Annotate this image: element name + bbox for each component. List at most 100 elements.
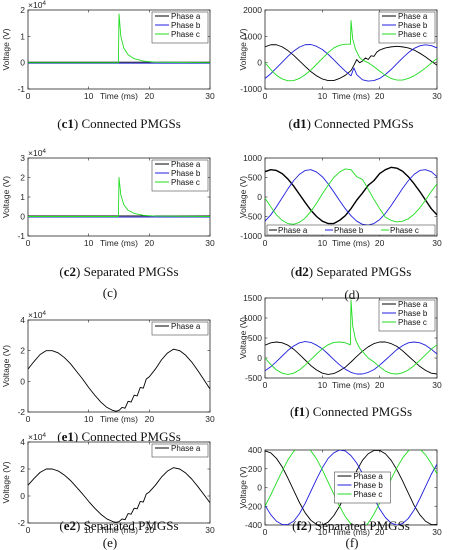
legend-entry: Phase a bbox=[171, 12, 201, 21]
y-tick-label: 500 bbox=[248, 333, 262, 343]
x-tick-label: 30 bbox=[205, 91, 215, 101]
y-tick-label: 0 bbox=[257, 483, 262, 493]
group-label: (c) bbox=[103, 285, 117, 300]
x-tick-label: 0 bbox=[263, 527, 268, 537]
x-tick-label: 0 bbox=[263, 380, 268, 390]
plot-area bbox=[27, 319, 211, 413]
panel-caption: (c1) Connected PMGSs bbox=[57, 116, 181, 131]
legend-entry: Phase a bbox=[278, 226, 308, 235]
legend-entry: Phase b bbox=[353, 481, 383, 490]
y-tick-label: 1000 bbox=[243, 153, 262, 163]
y-axis-label: Voltage (V) bbox=[238, 176, 248, 218]
y-tick-label: 4 bbox=[20, 437, 25, 447]
series-line-phase-b bbox=[265, 341, 437, 375]
legend-entry: Phase b bbox=[171, 169, 201, 178]
y-tick-label: 1 bbox=[20, 31, 25, 41]
x-tick-label: 10 bbox=[84, 525, 94, 535]
x-tick-label: 10 bbox=[318, 238, 328, 248]
y-axis-label: Voltage (V) bbox=[238, 28, 248, 70]
y-multiplier: ×104 bbox=[28, 148, 46, 158]
legend-entry: Phase a bbox=[398, 300, 428, 309]
series-line-phase-b bbox=[265, 44, 437, 82]
y-tick-label: -500 bbox=[245, 373, 262, 383]
x-tick-label: 30 bbox=[432, 380, 442, 390]
x-tick-label: 30 bbox=[205, 414, 215, 424]
y-tick-label: 1000 bbox=[243, 31, 262, 41]
y-multiplier: ×104 bbox=[28, 432, 46, 442]
y-tick-label: 2 bbox=[20, 173, 25, 183]
legend-entry: Phase b bbox=[398, 21, 428, 30]
x-axis-label: Time (ms) bbox=[332, 238, 370, 248]
y-tick-label: 0 bbox=[257, 58, 262, 68]
y-axis-label: Voltage (V) bbox=[1, 28, 11, 70]
y-tick-label: 1 bbox=[20, 192, 25, 202]
y-tick-label: 2 bbox=[20, 5, 25, 15]
legend-entry: Phase c bbox=[171, 30, 200, 39]
y-tick-label: -2 bbox=[17, 407, 25, 417]
series-line-phase-c bbox=[265, 20, 437, 82]
series-line-phase-a bbox=[265, 166, 437, 225]
x-axis-label: Time (ms) bbox=[100, 525, 138, 535]
y-tick-label: 4 bbox=[20, 315, 25, 325]
series-line-phase-a bbox=[28, 348, 210, 412]
y-tick-label: 0 bbox=[257, 192, 262, 202]
legend-entry: Phase a bbox=[171, 444, 201, 453]
x-axis-label: Time (ms) bbox=[332, 380, 370, 390]
panel-caption: (e2) Separated PMGSs bbox=[59, 518, 178, 533]
series-line-phase-a bbox=[265, 44, 437, 82]
y-tick-label: 500 bbox=[248, 173, 262, 183]
panel-caption: (d2) Separated PMGSs bbox=[291, 264, 412, 279]
x-tick-label: 20 bbox=[145, 91, 155, 101]
y-multiplier: ×104 bbox=[28, 310, 46, 320]
y-tick-label: 0 bbox=[20, 491, 25, 501]
y-axis-label: Voltage (V) bbox=[238, 466, 248, 508]
x-axis-label: Time (ms) bbox=[100, 91, 138, 101]
x-tick-label: 0 bbox=[26, 91, 31, 101]
legend-entry: Phase c bbox=[353, 490, 382, 499]
x-tick-label: 0 bbox=[263, 238, 268, 248]
x-tick-label: 30 bbox=[432, 238, 442, 248]
legend bbox=[266, 224, 436, 236]
legend bbox=[334, 471, 391, 504]
y-tick-label: 0 bbox=[257, 353, 262, 363]
y-tick-label: 2 bbox=[20, 346, 25, 356]
y-tick-label: 2 bbox=[20, 464, 25, 474]
group-label: (e) bbox=[103, 535, 117, 550]
group-label: (d) bbox=[344, 287, 359, 302]
x-tick-label: 20 bbox=[145, 238, 155, 248]
x-tick-label: 20 bbox=[375, 527, 385, 537]
y-tick-label: -2 bbox=[17, 518, 25, 528]
series-line-phase-c bbox=[265, 450, 437, 525]
y-tick-label: -500 bbox=[245, 212, 262, 222]
y-tick-label: -1 bbox=[17, 84, 25, 94]
x-tick-label: 0 bbox=[26, 525, 31, 535]
legend bbox=[378, 11, 436, 44]
x-tick-label: 10 bbox=[318, 380, 328, 390]
x-tick-label: 0 bbox=[26, 238, 31, 248]
legend-entry: Phase b bbox=[171, 21, 201, 30]
x-tick-label: 10 bbox=[318, 91, 328, 101]
x-tick-label: 20 bbox=[375, 238, 385, 248]
x-tick-label: 10 bbox=[84, 238, 94, 248]
legend-entry: Phase b bbox=[398, 309, 428, 318]
y-axis-label: Voltage (V) bbox=[1, 461, 11, 503]
y-axis-label: Voltage (V) bbox=[1, 345, 11, 387]
series-line-phase-c bbox=[265, 299, 437, 375]
legend bbox=[378, 299, 436, 332]
x-tick-label: 20 bbox=[145, 414, 155, 424]
y-tick-label: 0 bbox=[20, 212, 25, 222]
panel-caption: (f2) Separated PMGSs bbox=[292, 518, 410, 533]
x-axis-label: Time (ms) bbox=[100, 414, 138, 424]
x-tick-label: 0 bbox=[263, 91, 268, 101]
x-axis-label: Time (ms) bbox=[332, 527, 370, 537]
y-axis-label: Voltage (V) bbox=[1, 176, 11, 218]
x-tick-label: 10 bbox=[84, 91, 94, 101]
x-tick-label: 20 bbox=[145, 525, 155, 535]
y-tick-label: 3 bbox=[20, 153, 25, 163]
y-tick-label: 0 bbox=[20, 376, 25, 386]
series-line-phase-c bbox=[28, 177, 210, 217]
legend-entry: Phase a bbox=[171, 160, 201, 169]
legend-entry: Phase c bbox=[398, 318, 427, 327]
